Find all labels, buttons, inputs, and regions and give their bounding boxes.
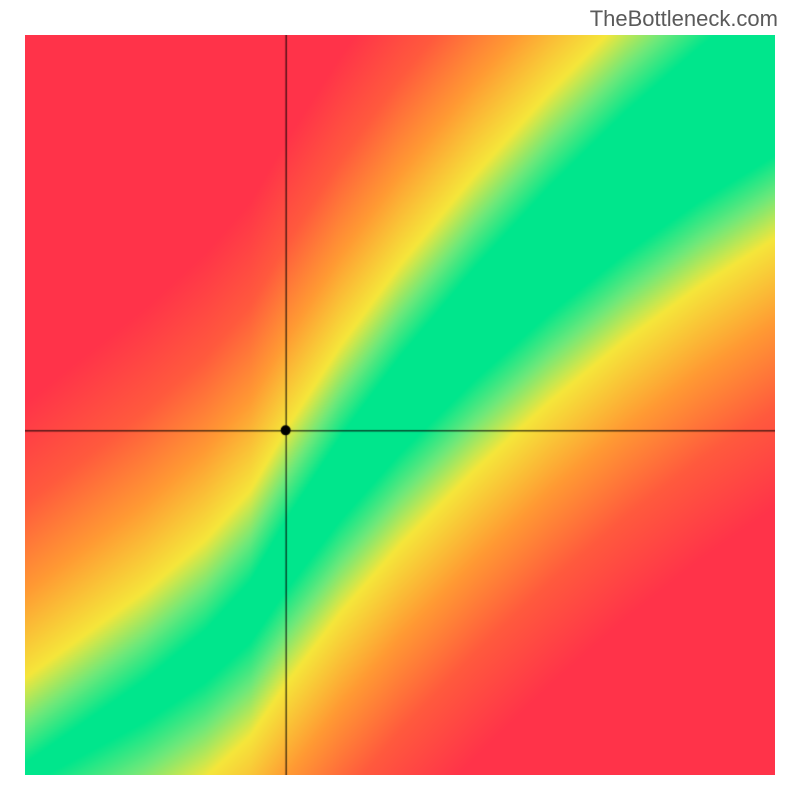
bottleneck-heatmap [25, 35, 775, 775]
watermark-text: TheBottleneck.com [590, 6, 778, 32]
chart-container: TheBottleneck.com [0, 0, 800, 800]
plot-area [25, 35, 775, 775]
